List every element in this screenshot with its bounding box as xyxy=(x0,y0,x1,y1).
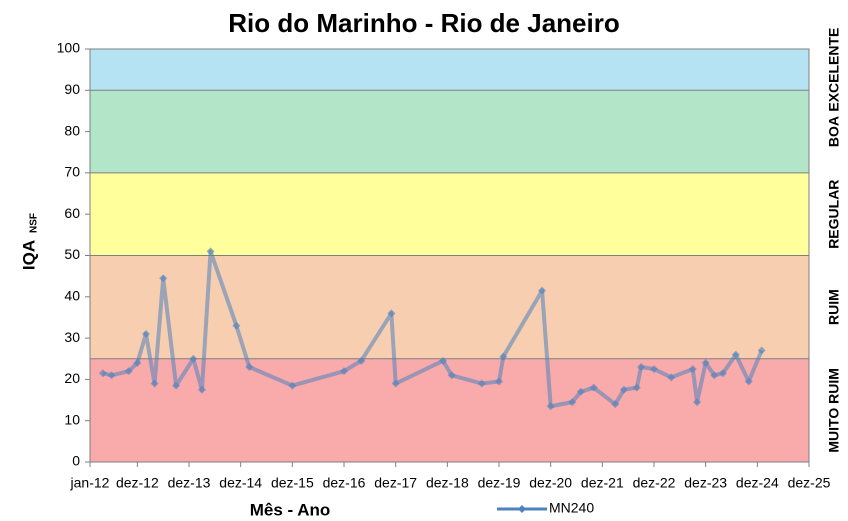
y-tick-label: 100 xyxy=(57,40,81,56)
series-marker xyxy=(632,383,641,392)
series-marker xyxy=(477,379,486,388)
series-marker xyxy=(232,321,241,330)
series-marker xyxy=(731,350,740,359)
x-axis-title: Mês - Ano xyxy=(250,500,331,519)
series-marker xyxy=(98,369,107,378)
series-marker xyxy=(159,274,168,283)
x-tick-label: jan-12 xyxy=(70,475,110,491)
y-tick-label: 40 xyxy=(64,288,80,304)
series-marker xyxy=(611,400,620,409)
y-tick-label: 70 xyxy=(64,164,80,180)
band-label-group: BOA xyxy=(826,116,842,147)
legend-marker xyxy=(518,505,526,513)
series-marker xyxy=(124,367,133,376)
band-label: MUITO RUIM xyxy=(826,368,842,453)
band-label: REGULAR xyxy=(826,180,842,249)
band-label-group: RUIM xyxy=(826,289,842,325)
x-tick-label: dez-18 xyxy=(426,475,469,491)
series-marker xyxy=(197,385,206,394)
band-label: BOA xyxy=(826,116,842,147)
series-marker xyxy=(589,383,598,392)
series-marker xyxy=(150,379,159,388)
x-tick-label: dez-23 xyxy=(684,475,727,491)
x-tick-label: dez-19 xyxy=(478,475,521,491)
x-tick-label: dez-14 xyxy=(219,475,262,491)
y-tick-label: 30 xyxy=(64,329,80,345)
y-tick-label: 50 xyxy=(64,246,80,262)
band-label-group: EXCELENTE xyxy=(826,28,842,112)
y-tick-label: 10 xyxy=(64,411,80,427)
series-marker xyxy=(439,356,448,365)
series-marker xyxy=(568,398,577,407)
series-marker xyxy=(499,352,508,361)
y-axis-title-main: IQA xyxy=(19,240,38,270)
series-marker xyxy=(447,371,456,380)
band-label-group: REGULAR xyxy=(826,180,842,249)
series-marker xyxy=(576,387,585,396)
legend-label: MN240 xyxy=(549,500,594,516)
x-tick-label: dez-22 xyxy=(633,475,676,491)
series-marker xyxy=(718,369,727,378)
band xyxy=(90,255,809,359)
band-label: RUIM xyxy=(826,289,842,325)
series-marker xyxy=(757,346,766,355)
series-marker xyxy=(546,402,555,411)
x-tick-label: dez-16 xyxy=(323,475,366,491)
x-tick-label: dez-17 xyxy=(374,475,417,491)
x-tick-label: dez-24 xyxy=(736,475,779,491)
series-marker xyxy=(245,363,254,372)
series-marker xyxy=(357,356,366,365)
series-marker xyxy=(387,309,396,318)
series-marker xyxy=(667,373,676,382)
x-tick-label: dez-25 xyxy=(788,475,831,491)
series-marker xyxy=(650,365,659,374)
series-marker xyxy=(340,367,349,376)
x-tick-label: dez-12 xyxy=(116,475,159,491)
series-marker xyxy=(637,363,646,372)
band xyxy=(90,49,809,91)
chart-title: Rio do Marinho - Rio de Janeiro xyxy=(228,8,619,38)
series-marker xyxy=(744,377,753,386)
series-marker xyxy=(619,385,628,394)
series-marker xyxy=(107,371,116,380)
x-tick-label: dez-20 xyxy=(529,475,572,491)
series-marker xyxy=(206,247,215,256)
band-label-group: MUITO RUIM xyxy=(826,368,842,453)
series-marker xyxy=(391,379,400,388)
series-marker xyxy=(693,398,702,407)
y-tick-label: 80 xyxy=(64,122,80,138)
x-tick-label: dez-21 xyxy=(581,475,624,491)
y-axis-title: IQA NSF xyxy=(19,213,39,270)
band xyxy=(90,172,809,256)
x-tick-label: dez-15 xyxy=(271,475,314,491)
y-tick-label: 20 xyxy=(64,370,80,386)
series-marker xyxy=(688,365,697,374)
band xyxy=(90,90,809,173)
x-tick-label: dez-13 xyxy=(168,475,211,491)
series-marker xyxy=(538,286,547,295)
y-tick-label: 60 xyxy=(64,205,80,221)
y-tick-label: 90 xyxy=(64,81,80,97)
y-tick-label: 0 xyxy=(72,453,80,469)
series-marker xyxy=(141,329,150,338)
series-marker xyxy=(495,377,504,386)
series-marker xyxy=(172,381,181,390)
band-label: EXCELENTE xyxy=(826,28,842,112)
y-axis-title-sub: NSF xyxy=(29,213,40,233)
series-line xyxy=(102,249,764,409)
series-marker xyxy=(189,354,198,363)
series-marker xyxy=(133,358,142,367)
series-marker xyxy=(288,381,297,390)
series-marker xyxy=(710,371,719,380)
series-marker xyxy=(701,358,710,367)
